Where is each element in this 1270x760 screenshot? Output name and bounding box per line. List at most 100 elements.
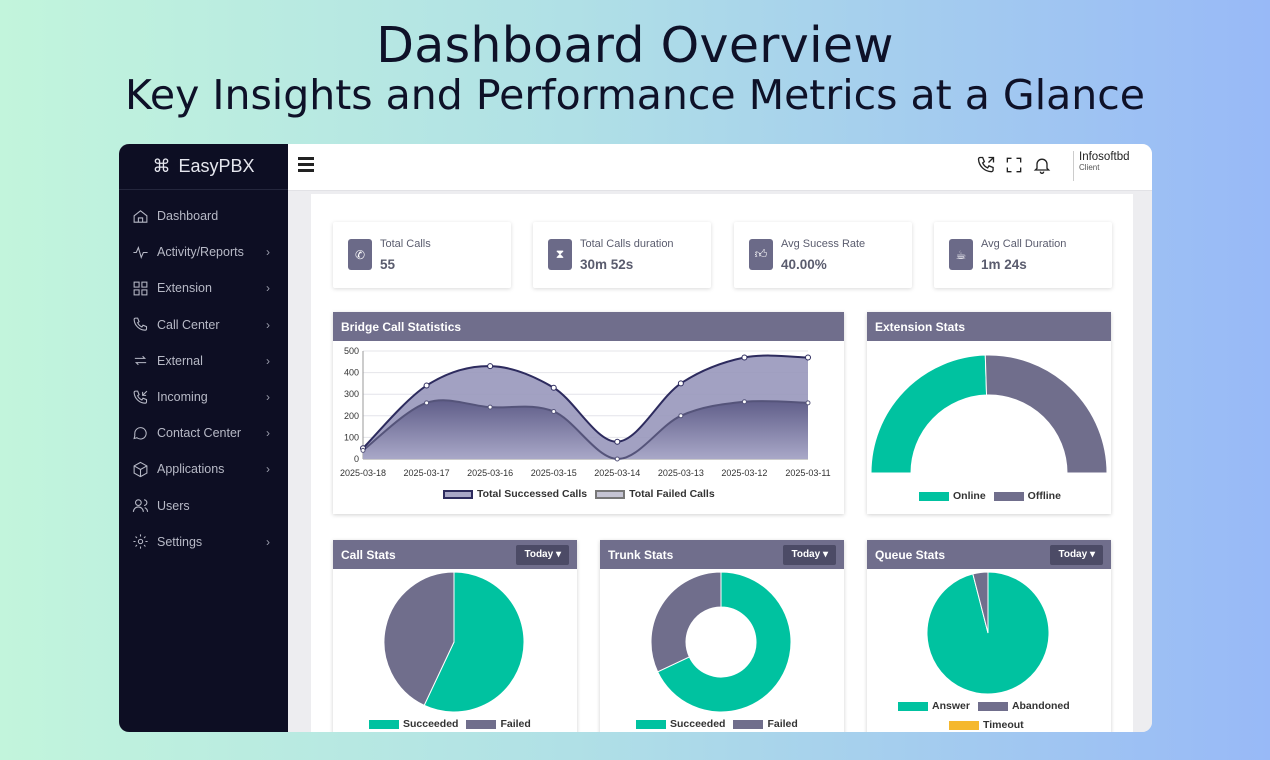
data-point	[805, 354, 811, 361]
legend-item[interactable]: Failed	[733, 718, 798, 730]
grid-icon	[133, 281, 148, 296]
legend-item[interactable]: Total Successed Calls	[443, 488, 587, 500]
sidebar-item-label: External	[157, 353, 203, 368]
brand-name: EasyPBX	[178, 156, 255, 176]
bell-icon[interactable]	[1032, 155, 1052, 175]
y-tick-label: 400	[344, 368, 359, 378]
data-point	[550, 384, 557, 391]
queue-stats-pie	[926, 571, 1050, 695]
kpi-card-avg-duration: ☕︎ Avg Call Duration 1m 24s	[934, 222, 1112, 288]
data-point	[487, 363, 494, 370]
extension-stats-card: Extension Stats Online Offline	[867, 312, 1111, 514]
data-point	[487, 404, 493, 410]
kpi-label: Total Calls	[380, 238, 431, 250]
activity-icon	[133, 245, 148, 259]
sidebar-item-label: Extension	[157, 281, 212, 296]
hero-subtitle: Key Insights and Performance Metrics at …	[125, 71, 1145, 119]
x-tick-label: 2025-03-14	[594, 468, 640, 478]
sidebar-item-incoming[interactable]: Incoming ›	[119, 379, 288, 415]
x-tick-label: 2025-03-17	[404, 468, 450, 478]
kpi-value: 40.00%	[781, 257, 827, 272]
sidebar-item-users[interactable]: Users	[119, 488, 288, 524]
filter-dropdown[interactable]: Today ▾	[783, 545, 836, 565]
gear-icon	[133, 534, 148, 549]
data-point	[423, 382, 430, 389]
sidebar-item-external[interactable]: External ›	[119, 343, 288, 379]
filter-dropdown[interactable]: Today ▾	[1050, 545, 1103, 565]
sidebar-item-settings[interactable]: Settings ›	[119, 524, 288, 560]
data-point	[360, 447, 366, 453]
legend-item[interactable]: Abandoned	[977, 700, 1070, 712]
extension-legend: Online Offline	[919, 490, 1061, 502]
kpi-label: Avg Call Duration	[981, 238, 1067, 250]
kpi-value: 30m 52s	[580, 257, 634, 272]
data-point	[551, 408, 557, 414]
kpi-card-success-rate: 👍︎ Avg Sucess Rate 40.00%	[734, 222, 912, 288]
sidebar-item-activity-reports[interactable]: Activity/Reports ›	[119, 234, 288, 270]
chevron-right-icon: ›	[266, 317, 270, 332]
slice-failed	[383, 571, 455, 707]
user-menu[interactable]: Infosoftbd Client	[1073, 151, 1130, 181]
chat-icon	[133, 426, 147, 440]
sidebar-item-applications[interactable]: Applications ›	[119, 451, 288, 487]
card-title: Call Stats Today ▾	[333, 540, 577, 569]
dashboard-content: ✆ Total Calls 55 ⧗ Total Calls duration …	[311, 194, 1133, 732]
scrollbar[interactable]	[1133, 191, 1152, 732]
chevron-right-icon: ›	[266, 462, 270, 477]
legend-item[interactable]: Answer	[898, 700, 970, 712]
brand[interactable]: ⌘ EasyPBX	[119, 144, 288, 190]
series-area-failed	[363, 400, 808, 460]
sidebar-item-label: Incoming	[157, 390, 208, 405]
topbar: Infosoftbd Client	[288, 144, 1152, 191]
x-tick-label: 2025-03-16	[467, 468, 513, 478]
chevron-right-icon: ›	[266, 426, 270, 441]
sidebar-item-label: Users	[157, 498, 190, 513]
thumbs-up-icon: 👍︎	[749, 239, 773, 270]
sidebar-item-extension[interactable]: Extension ›	[119, 270, 288, 306]
filter-dropdown[interactable]: Today ▾	[516, 545, 569, 565]
y-tick-label: 100	[344, 432, 359, 442]
slice-succeeded	[423, 571, 525, 713]
x-tick-label: 2025-03-12	[721, 468, 767, 478]
legend-item[interactable]: Online	[919, 490, 986, 502]
sidebar-item-label: Call Center	[157, 317, 220, 332]
kpi-value: 1m 24s	[981, 257, 1027, 272]
menu-icon[interactable]	[298, 157, 314, 175]
card-title: Queue Stats Today ▾	[867, 540, 1111, 569]
phone-call-icon[interactable]	[976, 155, 996, 175]
trunk-stats-card: Trunk Stats Today ▾ Succeeded Failed	[600, 540, 844, 732]
repeat-icon	[134, 356, 147, 366]
bridge-area-chart: 0 100 200 300 400 500 2025-03-18 2025-03-17 2025…	[340, 346, 831, 478]
data-point	[678, 413, 684, 419]
data-point	[741, 399, 747, 405]
call-stats-card: Call Stats Today ▾ Succeeded Failed	[333, 540, 577, 732]
data-point	[614, 456, 620, 462]
sidebar-item-label: Contact Center	[157, 426, 242, 441]
legend-item[interactable]: Failed	[466, 718, 531, 730]
bridge-legend: Total Successed Calls Total Failed Calls	[443, 488, 715, 500]
legend-item[interactable]: Total Failed Calls	[595, 488, 715, 500]
legend-item[interactable]: Succeeded	[369, 718, 458, 730]
call-stats-legend: Succeeded Failed	[369, 718, 531, 730]
queue-stats-legend-2: Timeout	[949, 719, 1024, 731]
legend-item[interactable]: Offline	[993, 490, 1061, 502]
kpi-value: 55	[380, 257, 396, 272]
sidebar-nav: Dashboard Activity/Reports › Extension › Call…	[119, 198, 288, 560]
legend-item[interactable]: Succeeded	[636, 718, 725, 730]
chevron-right-icon: ›	[266, 534, 270, 549]
sidebar-item-label: Applications	[157, 462, 225, 477]
fullscreen-icon[interactable]	[1004, 155, 1024, 175]
legend-item[interactable]: Timeout	[949, 719, 1024, 731]
y-tick-label: 0	[354, 454, 359, 464]
queue-stats-legend: Answer Abandoned	[898, 700, 1070, 712]
sidebar-item-dashboard[interactable]: Dashboard	[119, 198, 288, 234]
sidebar-item-contact-center[interactable]: Contact Center ›	[119, 415, 288, 451]
phone-incoming-icon	[133, 390, 148, 404]
data-point	[805, 400, 811, 406]
sidebar-item-call-center[interactable]: Call Center ›	[119, 307, 288, 343]
kpi-label: Total Calls duration	[580, 238, 674, 250]
app-window: ⌘ EasyPBX Dashboard Activity/Reports › Exte…	[119, 144, 1152, 732]
series-line-failed	[362, 399, 809, 461]
card-title: Trunk Stats Today ▾	[600, 540, 844, 569]
chevron-right-icon: ›	[266, 353, 270, 368]
